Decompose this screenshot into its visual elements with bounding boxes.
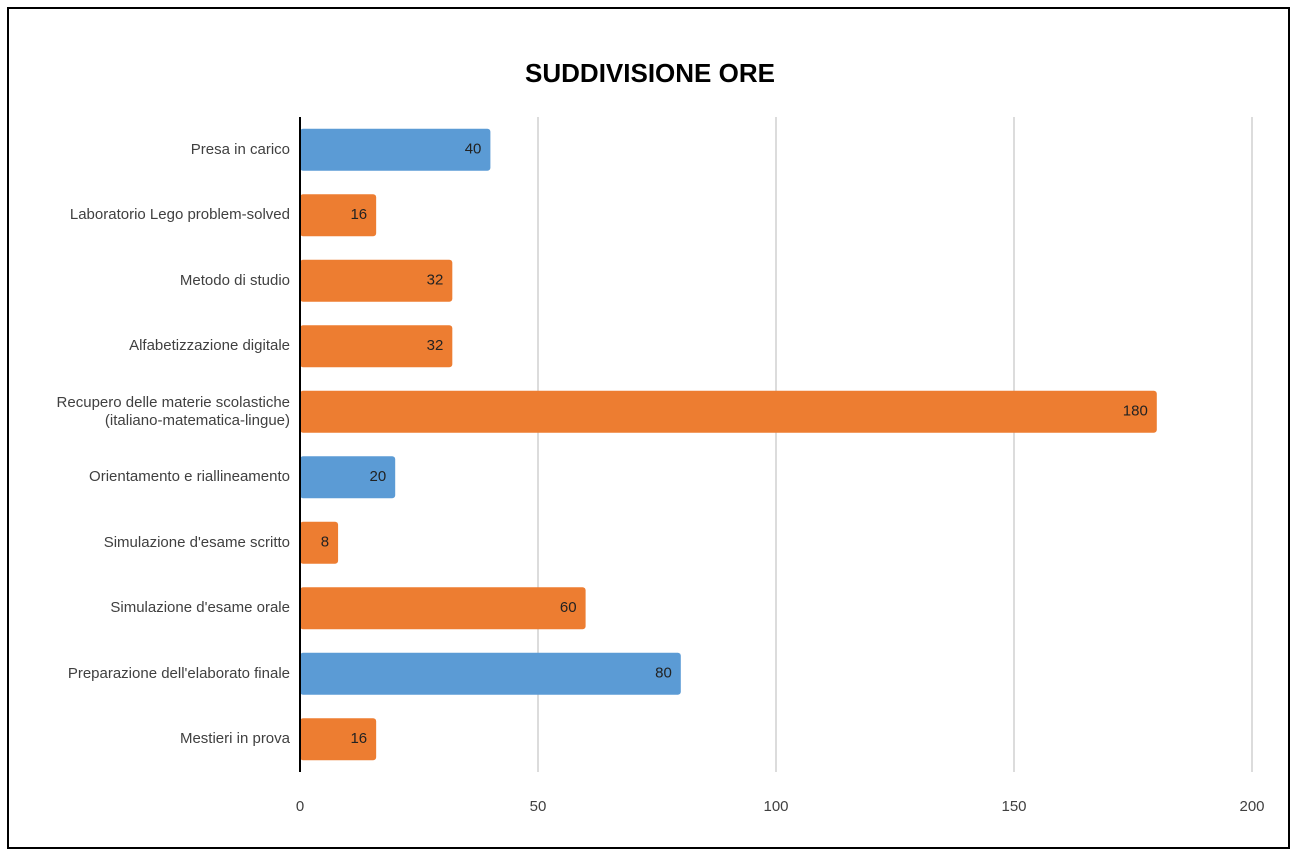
y-tick-label: Simulazione d'esame scritto [103, 533, 290, 551]
y-tick-label: Alfabetizzazione digitale [129, 337, 290, 355]
value-label: 60 [560, 599, 577, 616]
value-label: 32 [427, 272, 444, 289]
y-tick-label: Presa in carico [190, 140, 290, 158]
value-label: 180 [1123, 403, 1148, 420]
bar [300, 521, 339, 564]
y-tick-label: Mestieri in prova [179, 730, 290, 748]
x-tick-label: 0 [296, 798, 304, 815]
x-tick-label: 100 [763, 798, 788, 815]
bar [300, 587, 586, 630]
y-tick-label: Laboratorio Lego problem-solved [69, 206, 290, 224]
x-tick-label: 150 [1001, 798, 1026, 815]
y-tick-label: Simulazione d'esame orale [110, 599, 290, 617]
value-label: 8 [321, 534, 329, 551]
value-label: 20 [370, 468, 387, 485]
bar [300, 194, 377, 237]
value-label: 32 [427, 337, 444, 354]
value-label: 40 [465, 141, 482, 158]
y-tick-label: Recupero delle materie scolastiche (ital… [56, 393, 290, 429]
value-label: 16 [350, 206, 367, 223]
bar [300, 718, 377, 761]
value-label: 16 [350, 730, 367, 747]
y-tick-label: Metodo di studio [179, 271, 290, 289]
bar [300, 390, 1157, 433]
bar [300, 456, 396, 499]
y-tick-label: Orientamento e riallineamento [89, 468, 290, 486]
x-tick-label: 50 [530, 798, 547, 815]
x-tick-label: 200 [1239, 798, 1264, 815]
value-label: 80 [655, 665, 672, 682]
bar [300, 325, 453, 368]
bar [300, 652, 681, 695]
bar [300, 128, 491, 171]
y-tick-label: Preparazione dell'elaborato finale [67, 664, 290, 682]
chart-title: SUDDIVISIONE ORE [525, 58, 775, 88]
bar [300, 259, 453, 302]
